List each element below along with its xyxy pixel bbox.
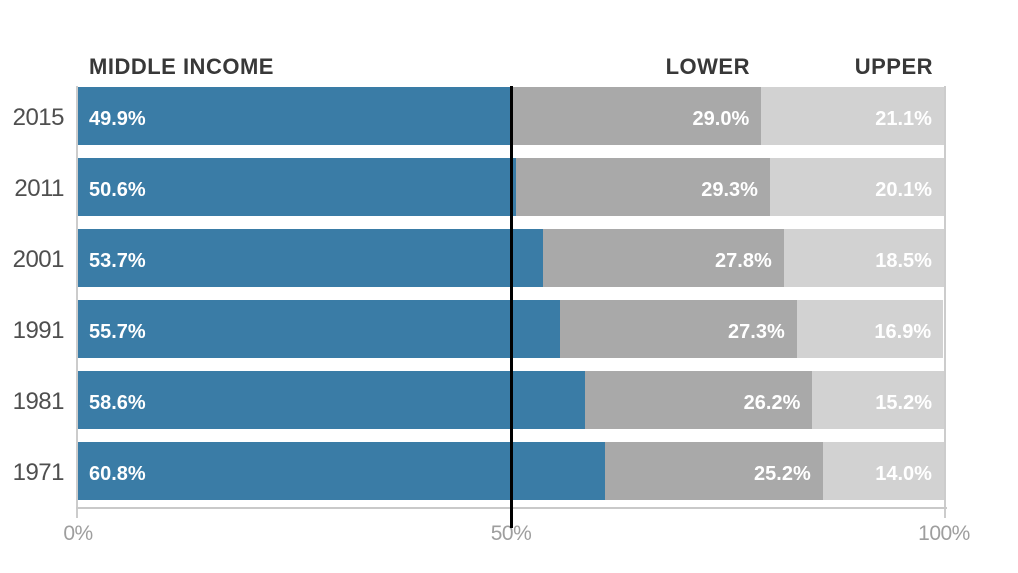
- bar-value-label-middle-income: 58.6%: [89, 392, 146, 415]
- bar-segment-upper: 21.1%: [761, 87, 944, 145]
- plot-area: 49.9% 29.0% 21.1% 50.6% 29.3% 20.1% 53.7% 27.8%…: [78, 87, 944, 500]
- bar-value-label-lower: 25.2%: [754, 463, 811, 486]
- bar-row-1971: 60.8% 25.2% 14.0%: [78, 442, 944, 500]
- year-label-1991: 1991: [12, 317, 65, 344]
- bar-segment-lower: 29.3%: [516, 158, 770, 216]
- bar-value-label-lower: 29.3%: [701, 179, 758, 202]
- zero-percent-boundary-line: [76, 86, 78, 518]
- bar-segment-middle-income: 53.7%: [78, 229, 544, 287]
- year-label-1981: 1981: [12, 388, 65, 415]
- bar-row-2015: 49.9% 29.0% 21.1%: [78, 87, 944, 145]
- bar-segment-lower: 27.8%: [543, 229, 784, 287]
- bar-value-label-middle-income: 55.7%: [89, 321, 146, 344]
- bar-segment-upper: 18.5%: [783, 229, 944, 287]
- bar-value-label-lower: 26.2%: [743, 392, 801, 415]
- x-axis-tick-label-50pct: 50%: [490, 522, 532, 545]
- bar-value-label-middle-income: 53.7%: [89, 250, 146, 273]
- hundred-percent-boundary-line: [944, 86, 946, 518]
- fifty-percent-reference-line: [509, 86, 513, 528]
- bar-row-2001: 53.7% 27.8% 18.5%: [78, 229, 944, 287]
- bar-segment-upper: 20.1%: [769, 158, 944, 216]
- bar-value-label-middle-income: 49.9%: [89, 108, 146, 131]
- bar-value-label-middle-income: 60.8%: [89, 463, 146, 486]
- year-label-2001: 2001: [12, 246, 65, 273]
- bar-segment-upper: 16.9%: [796, 300, 944, 358]
- bar-segment-middle-income: 55.7%: [78, 300, 561, 358]
- bar-value-label-lower: 29.0%: [692, 108, 750, 131]
- bar-value-label-middle-income: 50.6%: [89, 179, 146, 202]
- bar-value-label-upper: 16.9%: [874, 321, 932, 344]
- year-label-2011: 2011: [14, 175, 64, 202]
- year-label-2015: 2015: [12, 104, 65, 131]
- x-axis-tick-label-100pct: 100%: [918, 522, 970, 545]
- bar-segment-upper: 14.0%: [822, 442, 944, 500]
- column-header-upper: UPPER: [854, 54, 933, 79]
- bar-value-label-upper: 18.5%: [875, 250, 932, 273]
- bar-row-1991: 55.7% 27.3% 16.9%: [78, 300, 944, 358]
- bar-value-label-upper: 14.0%: [875, 463, 932, 486]
- column-header-lower: LOWER: [665, 54, 750, 79]
- bar-value-label-upper: 15.2%: [875, 392, 932, 415]
- x-axis-tick-label-0pct: 0%: [63, 522, 93, 545]
- bar-segment-lower: 25.2%: [604, 442, 823, 500]
- bar-value-label-upper: 21.1%: [875, 108, 932, 131]
- bar-segment-lower: 26.2%: [585, 371, 813, 429]
- bar-row-1981: 58.6% 26.2% 15.2%: [78, 371, 944, 429]
- bar-segment-middle-income: 50.6%: [78, 158, 517, 216]
- bar-segment-lower: 29.0%: [510, 87, 762, 145]
- bar-segment-middle-income: 58.6%: [78, 371, 586, 429]
- bar-segment-lower: 27.3%: [560, 300, 797, 358]
- bar-segment-middle-income: 49.9%: [78, 87, 511, 145]
- bar-row-2011: 50.6% 29.3% 20.1%: [78, 158, 944, 216]
- bar-segment-upper: 15.2%: [812, 371, 944, 429]
- bar-segment-middle-income: 60.8%: [78, 442, 605, 500]
- year-label-1971: 1971: [12, 459, 65, 486]
- bar-value-label-lower: 27.3%: [728, 321, 785, 344]
- bar-value-label-lower: 27.8%: [715, 250, 772, 273]
- bar-value-label-upper: 20.1%: [875, 179, 932, 202]
- column-header-middle-income: MIDDLE INCOME: [89, 54, 274, 79]
